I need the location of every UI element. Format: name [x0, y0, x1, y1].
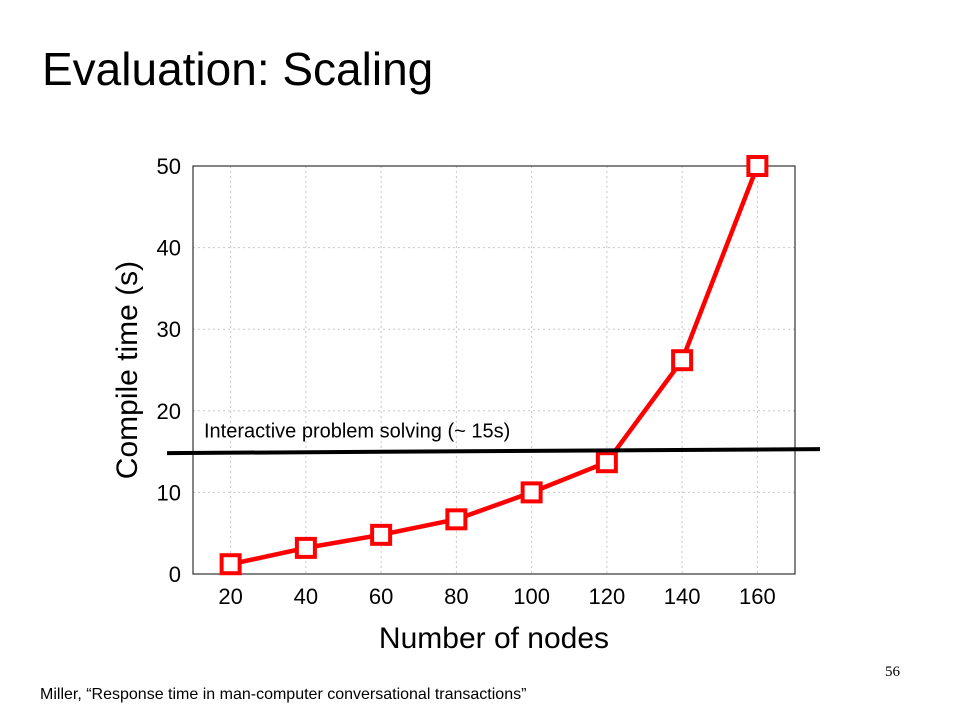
y-axis-label: Compile time (s) — [111, 261, 144, 479]
y-tick-labels: 0 10 20 30 40 50 — [157, 154, 181, 587]
x-tick-label: 100 — [513, 584, 550, 609]
x-axis-label: Number of nodes — [379, 622, 609, 655]
x-tick-label: 140 — [664, 584, 701, 609]
data-point-marker — [671, 349, 694, 372]
plot-frame — [192, 165, 796, 575]
threshold-line — [166, 447, 821, 456]
x-tick-label: 120 — [589, 584, 626, 609]
data-point-marker — [445, 508, 468, 531]
data-point-marker — [294, 536, 317, 559]
series-line — [230, 165, 760, 567]
x-tick-labels: 20 40 60 80 100 120 140 160 — [218, 584, 775, 609]
y-tick-label: 20 — [157, 399, 181, 424]
series — [219, 155, 769, 576]
data-point-marker — [520, 481, 543, 504]
y-tick-label: 0 — [169, 562, 181, 587]
data-point-marker — [595, 451, 618, 474]
y-tick-label: 40 — [157, 236, 181, 261]
slide-title: Evaluation: Scaling — [42, 43, 434, 95]
x-tick-label: 80 — [444, 584, 468, 609]
y-tick-label: 30 — [157, 317, 181, 342]
x-tick-label: 20 — [218, 584, 242, 609]
data-point-marker — [746, 155, 769, 177]
x-tick-label: 40 — [294, 584, 318, 609]
data-point-marker — [370, 523, 393, 546]
y-tick-label: 50 — [157, 154, 181, 179]
data-point-marker — [219, 553, 242, 576]
x-tick-label: 160 — [739, 584, 776, 609]
y-tick-label: 10 — [157, 480, 181, 505]
x-tick-label: 60 — [369, 584, 393, 609]
citation: Miller, “Response time in man-computer c… — [40, 686, 527, 703]
grid — [193, 165, 795, 575]
threshold-label: Interactive problem solving (~ 15s) — [204, 421, 510, 443]
page-number: 56 — [885, 664, 900, 680]
